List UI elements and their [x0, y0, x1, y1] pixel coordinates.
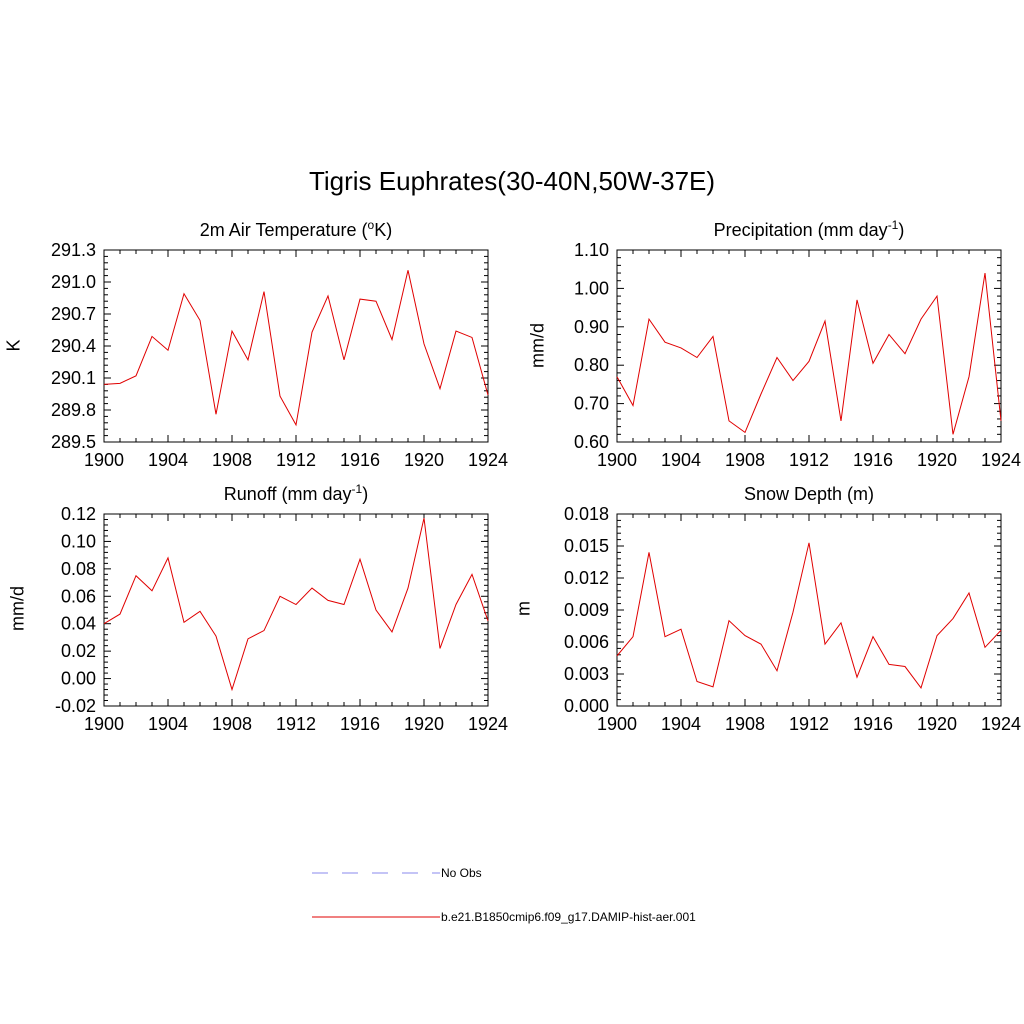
- x-tick-label: 1920: [404, 450, 444, 470]
- panel-title-precipitation: Precipitation (mm day-1): [617, 218, 1001, 241]
- x-tick-label: 1912: [276, 714, 316, 734]
- plot-frame: [103, 513, 489, 707]
- y-tick-label: 0.08: [61, 559, 96, 579]
- y-tick-label: 0.012: [564, 568, 609, 588]
- y-tick-label: 0.006: [564, 632, 609, 652]
- y-tick-label: 0.80: [574, 355, 609, 375]
- y-tick-label: 0.10: [61, 531, 96, 551]
- y-tick-label: 291.3: [51, 240, 96, 260]
- panel-title-tail: ): [362, 484, 369, 504]
- panel-title-superscript: -1: [887, 218, 899, 232]
- y-tick-label: 290.7: [51, 304, 96, 324]
- y-tick-label: 0.018: [564, 504, 609, 524]
- panel-title-text: Runoff (mm day: [223, 484, 352, 504]
- x-tick-label: 1916: [853, 714, 893, 734]
- x-tick-label: 1916: [853, 450, 893, 470]
- y-tick-label: 290.1: [51, 368, 96, 388]
- panel-title-text: 2m Air Temperature (: [199, 220, 368, 240]
- x-tick-label: 1920: [404, 714, 444, 734]
- x-tick-label: 1924: [468, 714, 508, 734]
- panel-title-text: Precipitation (mm day: [713, 220, 888, 240]
- y-tick-label: 0.70: [574, 394, 609, 414]
- x-tick-label: 1916: [340, 450, 380, 470]
- y-tick-label: 0.04: [61, 614, 96, 634]
- x-tick-label: 1900: [84, 714, 124, 734]
- y-tick-label: 0.000: [564, 696, 609, 716]
- x-tick-label: 1920: [917, 450, 957, 470]
- x-tick-label: 1912: [276, 450, 316, 470]
- panel-title-tail: ): [898, 220, 905, 240]
- x-tick-label: 1908: [212, 450, 252, 470]
- x-tick-label: 1904: [148, 714, 188, 734]
- x-tick-label: 1924: [981, 714, 1021, 734]
- x-tick-label: 1900: [597, 450, 637, 470]
- panel-snow-depth: 1900 1904 1908 1912 1916 1920 1924 0.000 0.003 0.…: [564, 504, 1021, 734]
- y-tick-label: 290.4: [51, 336, 96, 356]
- panel-air-temperature: 1900 1904 1908 1912 1916 1920 1924 289.5 289.8 29…: [51, 240, 508, 470]
- panel-title-superscript: -1: [351, 482, 363, 496]
- x-tick-label: 1908: [212, 714, 252, 734]
- y-tick-label: 0.015: [564, 536, 609, 556]
- plot-frame: [103, 249, 489, 443]
- legend-swatch-no-obs: [312, 872, 440, 874]
- y-tick-label: 0.90: [574, 317, 609, 337]
- x-tick-label: 1916: [340, 714, 380, 734]
- y-tick-label: 289.5: [51, 432, 96, 452]
- y-tick-label: 0.12: [61, 504, 96, 524]
- y-tick-label: 0.00: [61, 669, 96, 689]
- panel-runoff: 1900 1904 1908 1912 1916 1920 1924 -0.02 0.00 0.0…: [55, 504, 508, 734]
- x-tick-label: 1924: [468, 450, 508, 470]
- y-tick-label: 0.009: [564, 600, 609, 620]
- x-tick-label: 1900: [597, 714, 637, 734]
- y-tick-label: 1.00: [574, 278, 609, 298]
- y-tick-label: -0.02: [55, 696, 96, 716]
- x-tick-label: 1908: [725, 450, 765, 470]
- y-tick-label: 0.06: [61, 586, 96, 606]
- panel-title-superscript: o: [367, 218, 375, 232]
- y-tick-label: 1.10: [574, 240, 609, 260]
- main-title: Tigris Euphrates(30-40N,50W-37E): [308, 166, 716, 196]
- x-tick-label: 1924: [981, 450, 1021, 470]
- series-line-precipitation: [616, 272, 1002, 435]
- series-line-air-temperature: [103, 270, 489, 427]
- x-tick-label: 1912: [789, 714, 829, 734]
- panel-title-runoff: Runoff (mm day-1): [104, 482, 488, 505]
- x-tick-label: 1900: [84, 450, 124, 470]
- x-tick-label: 1912: [789, 450, 829, 470]
- y-tick-label: 0.003: [564, 664, 609, 684]
- y-tick-label: 0.02: [61, 641, 96, 661]
- y-tick-label: 0.60: [574, 432, 609, 452]
- panel-title-text: Snow Depth (m): [743, 484, 875, 504]
- legend-swatch-model: [312, 916, 440, 918]
- panel-title-air-temperature: 2m Air Temperature (oK): [104, 218, 488, 241]
- x-tick-label: 1904: [148, 450, 188, 470]
- x-tick-label: 1920: [917, 714, 957, 734]
- panel-title-tail: K): [374, 220, 393, 240]
- y-tick-label: 289.8: [51, 400, 96, 420]
- x-tick-label: 1904: [661, 450, 701, 470]
- series-line-snow-depth: [616, 542, 1002, 689]
- y-tick-label: 291.0: [51, 272, 96, 292]
- series-line-runoff: [103, 517, 489, 692]
- legend-label-model: b.e21.B1850cmip6.f09_g17.DAMIP-hist-aer.…: [441, 910, 696, 924]
- legend-label-no-obs: No Obs: [441, 866, 482, 880]
- x-tick-label: 1904: [661, 714, 701, 734]
- x-tick-label: 1908: [725, 714, 765, 734]
- panel-title-snow-depth: Snow Depth (m): [617, 482, 1001, 505]
- panel-precipitation: 1900 1904 1908 1912 1916 1920 1924 0.60 0.70 0.80…: [574, 240, 1021, 470]
